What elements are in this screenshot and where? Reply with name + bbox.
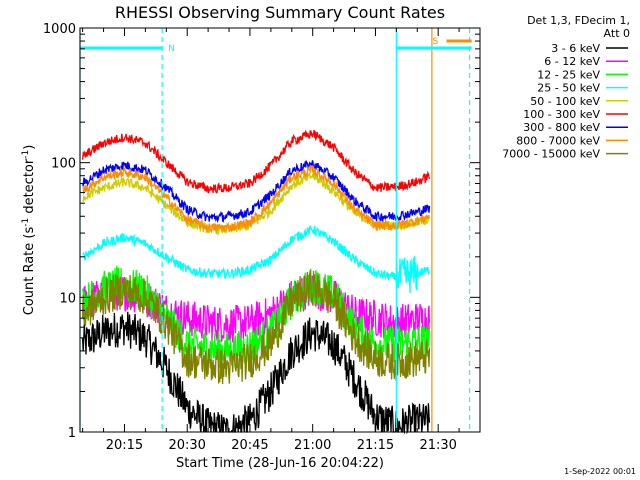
series-layer bbox=[81, 129, 431, 435]
flag-n-label: N bbox=[168, 44, 175, 54]
series-line-3 bbox=[82, 225, 430, 293]
legend-label-1: 6 - 12 keV bbox=[544, 55, 600, 68]
y-axis-label: Count Rate (s-1 detector-1) bbox=[21, 145, 37, 316]
legend-label-6: 300 - 800 keV bbox=[523, 121, 600, 134]
y-axis-label-sup2: -1 bbox=[21, 150, 31, 159]
legend-label-5: 100 - 300 keV bbox=[523, 108, 600, 121]
x-tick-label: 20:45 bbox=[231, 438, 268, 453]
x-axis-label: Start Time (28-Jun-16 20:04:22) bbox=[176, 456, 384, 471]
flag-s-label: S bbox=[433, 37, 439, 47]
x-tick-label: 21:30 bbox=[419, 438, 456, 453]
flag-bars: NS bbox=[80, 37, 472, 54]
legend-label-3: 25 - 50 keV bbox=[537, 82, 600, 95]
x-tick-label: 21:00 bbox=[294, 438, 331, 453]
y-axis-label-suffix: ) bbox=[22, 145, 37, 150]
legend-header-line1: Det 1,3, FDecim 1, bbox=[527, 14, 630, 27]
legend-label-4: 50 - 100 keV bbox=[530, 95, 600, 108]
x-tick-label: 20:15 bbox=[106, 438, 143, 453]
y-axis-label-sup1: -1 bbox=[21, 218, 31, 227]
y-tick-label: 10 bbox=[59, 291, 76, 306]
series-line-0 bbox=[81, 311, 431, 435]
series-line-4 bbox=[82, 171, 431, 237]
timestamp: 1-Sep-2022 00:01 bbox=[564, 467, 636, 476]
y-axis-label-prefix: Count Rate (s bbox=[22, 227, 37, 316]
x-tick-label: 20:30 bbox=[168, 438, 205, 453]
y-axis-label-mid: detector bbox=[22, 158, 37, 218]
plot-frame bbox=[79, 27, 481, 433]
legend-label-0: 3 - 6 keV bbox=[551, 42, 600, 55]
legend-label-7: 800 - 7000 keV bbox=[516, 134, 600, 147]
legend-label-8: 7000 - 15000 keV bbox=[502, 148, 600, 161]
y-tick-label: 1000 bbox=[43, 22, 76, 37]
y-axis-ticks: 1 10 100 1000 bbox=[43, 22, 480, 441]
legend-header-line2: Att 0 bbox=[604, 27, 630, 40]
legend-label-2: 12 - 25 keV bbox=[537, 68, 600, 81]
series-line-6 bbox=[81, 159, 431, 224]
series-line-7 bbox=[82, 164, 431, 234]
series-line-5 bbox=[81, 129, 431, 194]
series-line-8 bbox=[81, 270, 431, 385]
y-tick-label: 100 bbox=[51, 157, 76, 172]
chart-title: RHESSI Observing Summary Count Rates bbox=[115, 3, 445, 22]
y-tick-label: 1 bbox=[68, 426, 76, 441]
x-tick-label: 21:15 bbox=[357, 438, 394, 453]
x-axis-ticks: 20:15 20:30 20:45 21:00 21:15 21:30 bbox=[82, 28, 460, 453]
